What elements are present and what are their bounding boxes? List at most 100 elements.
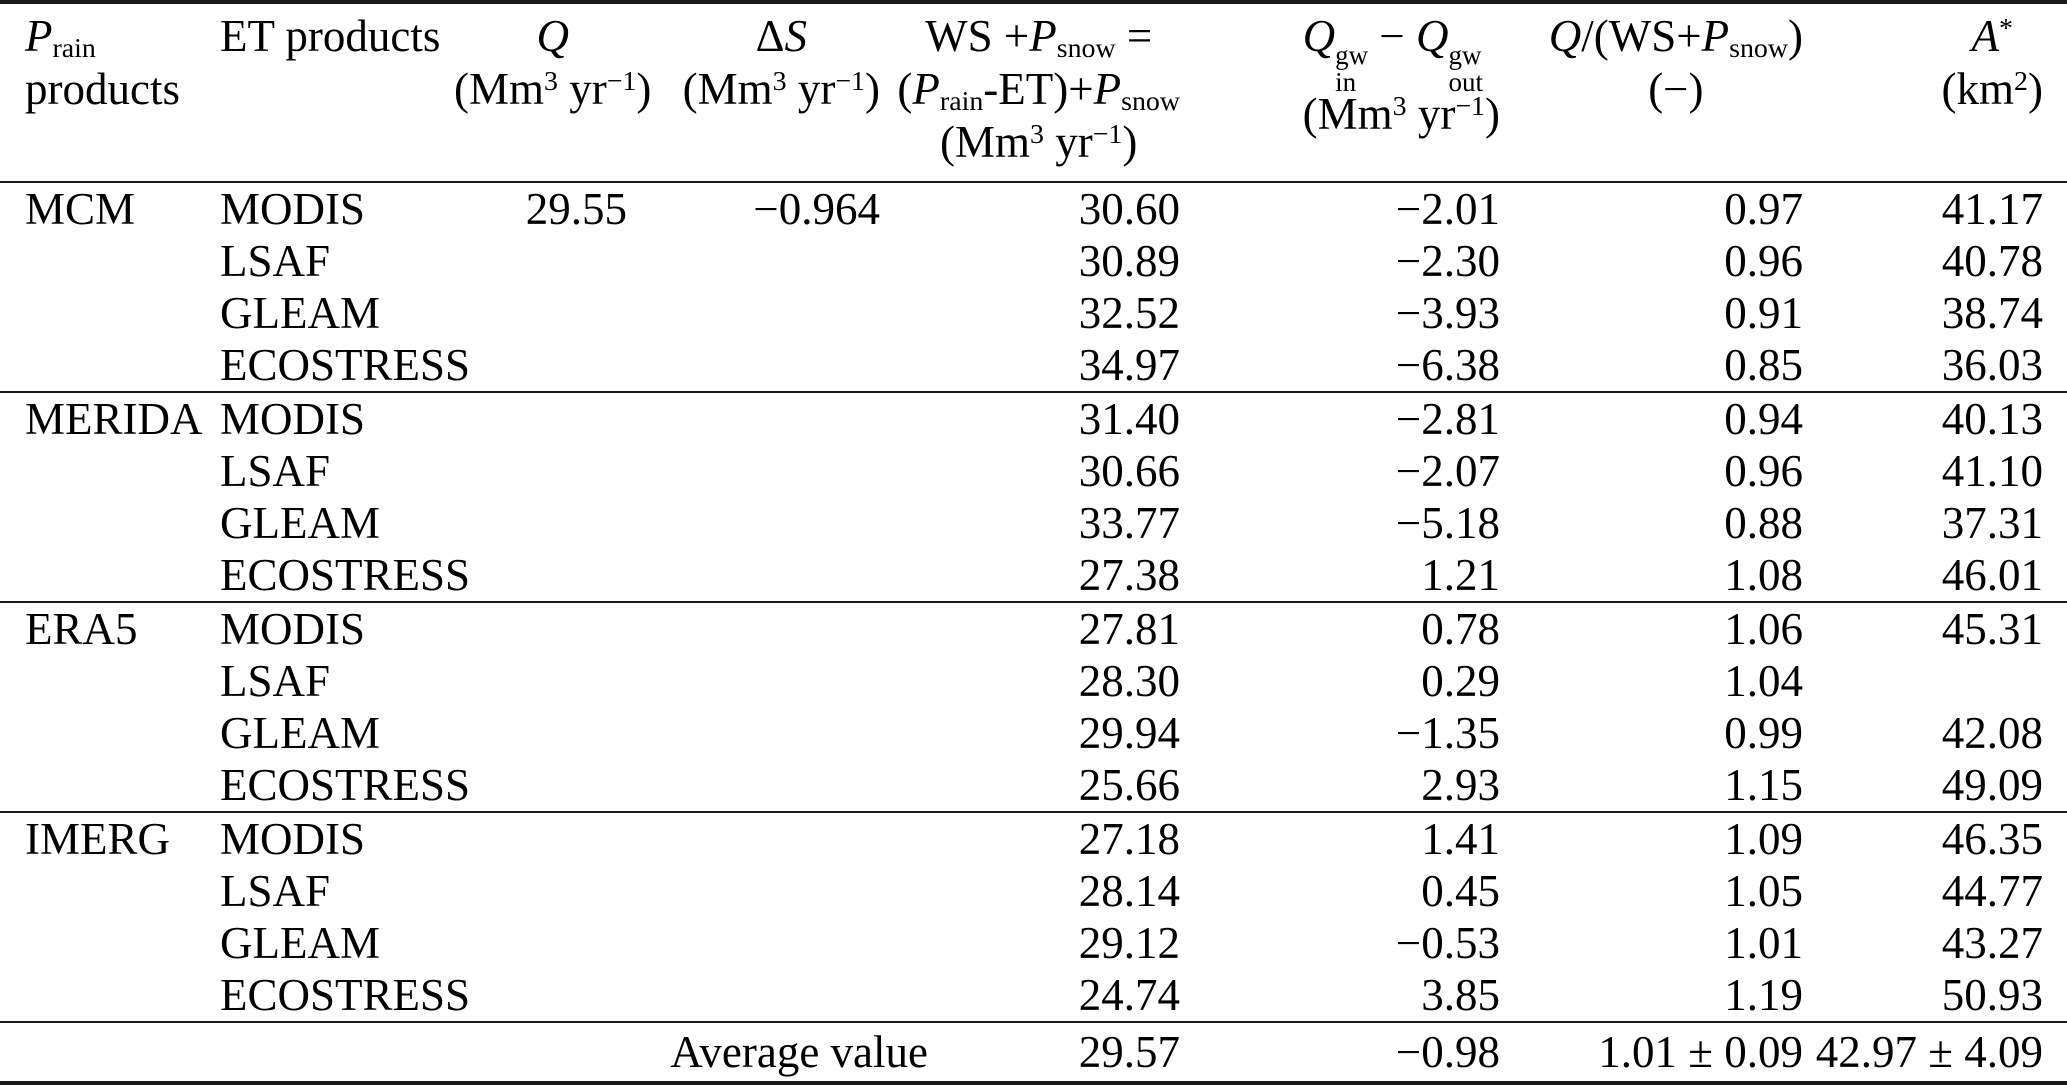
cell-delta-s [640, 235, 890, 287]
table-row: GLEAM 32.52 −3.93 0.91 38.74 [0, 287, 2067, 339]
header-line: Q/(WS+Psnow) [1548, 11, 1803, 65]
header-line: (Mm3 yr−1) [1302, 89, 1500, 140]
cell-rain-product: IMERG [25, 814, 170, 864]
cell-et-product [207, 1022, 454, 1083]
cell-et-product: ECOSTRESS [220, 340, 471, 390]
header-line: (km2) [1941, 64, 2043, 114]
cell-ws: 30.66 [1078, 446, 1180, 496]
cell-qgw: −5.18 [1395, 498, 1500, 548]
cell-area: 45.31 [1941, 604, 2043, 654]
cell-rain-product [0, 707, 207, 759]
table-row: ECOSTRESS 25.66 2.93 1.15 49.09 [0, 759, 2067, 812]
cell-delta-s [640, 707, 890, 759]
cell-ratio: 1.06 [1724, 604, 1803, 654]
cell-et-product: ECOSTRESS [220, 760, 471, 810]
cell-et-product: ECOSTRESS [220, 550, 471, 600]
cell-q [454, 917, 640, 969]
cell-area: 49.09 [1941, 760, 2043, 810]
cell-ws: 24.74 [1078, 970, 1180, 1020]
header-line: Prain [25, 11, 96, 65]
cell-ws: 28.30 [1078, 656, 1180, 706]
cell-qgw: −3.93 [1395, 288, 1500, 338]
cell-et-product: MODIS [220, 394, 366, 444]
cell-qgw: 3.85 [1421, 970, 1500, 1020]
cell-et-product: LSAF [220, 236, 331, 286]
cell-q [454, 235, 640, 287]
cell-q [454, 969, 640, 1022]
table-footer: Average value 29.57 −0.98 1.01 ± 0.09 42… [0, 1022, 2067, 1083]
cell-area: 41.10 [1941, 446, 2043, 496]
cell-delta-s [640, 865, 890, 917]
table-row: MERIDA MODIS 31.40 −2.81 0.94 40.13 [0, 392, 2067, 445]
cell-ws: 27.81 [1078, 604, 1180, 654]
header-line: WS +Psnow = [925, 11, 1153, 65]
cell-qgw: 1.21 [1421, 550, 1500, 600]
group-imerg: IMERG MODIS 27.18 1.41 1.09 46.35 LSAF 2… [0, 812, 2067, 1022]
cell-rain-product [0, 759, 207, 812]
cell-area: 40.13 [1941, 394, 2043, 444]
cell-ws: 30.60 [1078, 184, 1180, 234]
header-area: A* (km2) [1810, 2, 2067, 182]
header-line: (Mm3 yr−1) [454, 64, 652, 114]
header-q-over-ws: Q/(WS+Psnow) (−) [1510, 2, 1810, 182]
cell-ratio: 1.15 [1724, 760, 1803, 810]
cell-ratio: 1.05 [1724, 866, 1803, 916]
average-row: Average value 29.57 −0.98 1.01 ± 0.09 42… [0, 1022, 2067, 1083]
cell-delta-s [640, 392, 890, 445]
cell-ws: 28.14 [1078, 866, 1180, 916]
cell-ratio: 0.96 [1724, 236, 1803, 286]
cell-qgw: −0.98 [1395, 1027, 1500, 1077]
cell-ratio: 1.01 [1724, 918, 1803, 968]
cell-q [454, 392, 640, 445]
cell-q [454, 707, 640, 759]
cell-ratio: 0.96 [1724, 446, 1803, 496]
cell-et-product: GLEAM [220, 498, 380, 548]
header-line: products [25, 64, 180, 114]
table-row: IMERG MODIS 27.18 1.41 1.09 46.35 [0, 812, 2067, 865]
cell-area: 44.77 [1941, 866, 2043, 916]
header-block: A* (km2) [1942, 10, 2043, 116]
cell-qgw: −1.35 [1395, 708, 1500, 758]
cell-rain-product [0, 865, 207, 917]
cell-ws: 32.52 [1078, 288, 1180, 338]
table-row: GLEAM 33.77 −5.18 0.88 37.31 [0, 497, 2067, 549]
table-row: MCM MODIS 29.55 −0.964 30.60 −2.01 0.97 … [0, 182, 2067, 235]
cell-area: 40.78 [1941, 236, 2043, 286]
cell-rain-product: MCM [25, 184, 136, 234]
table-row: LSAF 30.66 −2.07 0.96 41.10 [0, 445, 2067, 497]
cell-et-product: MODIS [220, 814, 366, 864]
cell-delta-s [640, 655, 890, 707]
cell-qgw: −2.01 [1395, 184, 1500, 234]
table-header: Prain products ET products Q (Mm3 yr−1) … [0, 2, 2067, 182]
cell-qgw: 2.93 [1421, 760, 1500, 810]
cell-area [1810, 655, 2067, 707]
header-line: A* [1971, 11, 2013, 61]
cell-ws: 29.57 [1078, 1027, 1180, 1077]
cell-ratio: 1.09 [1724, 814, 1803, 864]
cell-q: 29.55 [525, 184, 627, 234]
cell-area: 46.01 [1941, 550, 2043, 600]
cell-area: 43.27 [1941, 918, 2043, 968]
cell-et-product: ECOSTRESS [220, 970, 471, 1020]
group-mcm: MCM MODIS 29.55 −0.964 30.60 −2.01 0.97 … [0, 182, 2067, 392]
cell-et-product: MODIS [220, 184, 366, 234]
header-line: (Mm3 yr−1) [682, 64, 880, 114]
header-delta-s: ΔS (Mm3 yr−1) [640, 2, 890, 182]
header-block: Q/(WS+Psnow) (−) [1549, 10, 1803, 116]
cell-delta-s [640, 287, 890, 339]
cell-ratio: 1.04 [1724, 656, 1803, 706]
cell-ratio: 0.91 [1724, 288, 1803, 338]
cell-area: 36.03 [1941, 340, 2043, 390]
cell-area: 41.17 [1941, 184, 2043, 234]
cell-q [454, 339, 640, 392]
cell-q [454, 759, 640, 812]
table-row: ECOSTRESS 24.74 3.85 1.19 50.93 [0, 969, 2067, 1022]
header-line: ΔS [755, 11, 808, 61]
cell-qgw: −2.30 [1395, 236, 1500, 286]
header-line: (Prain-ET)+Psnow [897, 64, 1180, 118]
cell-et-product: GLEAM [220, 288, 380, 338]
cell-delta-s [640, 602, 890, 655]
cell-delta-s: −0.964 [753, 184, 880, 234]
